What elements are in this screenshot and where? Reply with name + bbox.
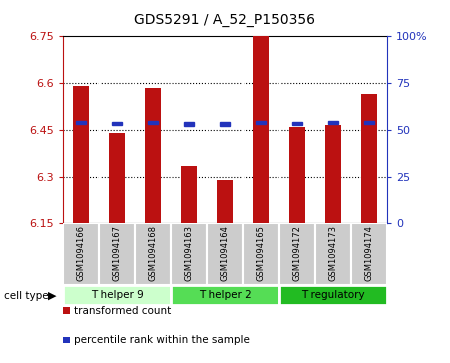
Bar <box>135 223 171 285</box>
Bar <box>99 223 135 285</box>
Bar <box>171 223 207 285</box>
Text: cell type: cell type <box>4 291 49 301</box>
Bar <box>207 223 243 285</box>
Bar <box>289 127 305 223</box>
Bar <box>171 285 279 305</box>
Text: GSM1094167: GSM1094167 <box>112 225 122 281</box>
Bar <box>315 223 351 285</box>
Bar <box>63 285 171 305</box>
Bar <box>217 180 233 223</box>
Bar <box>256 121 266 125</box>
Text: T helper 9: T helper 9 <box>90 290 144 300</box>
Bar <box>361 94 377 223</box>
Text: GSM1094166: GSM1094166 <box>76 225 86 281</box>
Text: ▶: ▶ <box>48 291 56 301</box>
Bar <box>292 122 302 125</box>
Text: T regulatory: T regulatory <box>301 290 365 300</box>
Bar <box>148 121 158 125</box>
Bar <box>328 121 338 125</box>
Text: GSM1094165: GSM1094165 <box>256 225 266 281</box>
Bar <box>325 125 341 223</box>
Bar <box>145 88 161 223</box>
Bar <box>184 122 194 126</box>
Text: percentile rank within the sample: percentile rank within the sample <box>74 335 250 345</box>
Text: GSM1094168: GSM1094168 <box>148 225 157 281</box>
Text: GSM1094174: GSM1094174 <box>364 225 373 281</box>
Text: GSM1094164: GSM1094164 <box>220 225 230 281</box>
Bar <box>63 223 99 285</box>
Bar <box>76 121 86 125</box>
Bar <box>73 86 89 223</box>
Text: GSM1094163: GSM1094163 <box>184 225 194 281</box>
Text: transformed count: transformed count <box>74 306 171 316</box>
Text: GSM1094173: GSM1094173 <box>328 225 338 281</box>
Bar <box>220 122 230 126</box>
Bar <box>279 223 315 285</box>
Text: GSM1094172: GSM1094172 <box>292 225 302 281</box>
Bar <box>253 36 269 223</box>
Bar <box>279 285 387 305</box>
Bar <box>243 223 279 285</box>
Text: GDS5291 / A_52_P150356: GDS5291 / A_52_P150356 <box>135 13 315 28</box>
Bar <box>364 121 374 125</box>
Bar <box>112 122 122 125</box>
Text: T helper 2: T helper 2 <box>198 290 252 300</box>
Bar <box>351 223 387 285</box>
Bar <box>181 166 197 223</box>
Bar <box>109 133 125 223</box>
